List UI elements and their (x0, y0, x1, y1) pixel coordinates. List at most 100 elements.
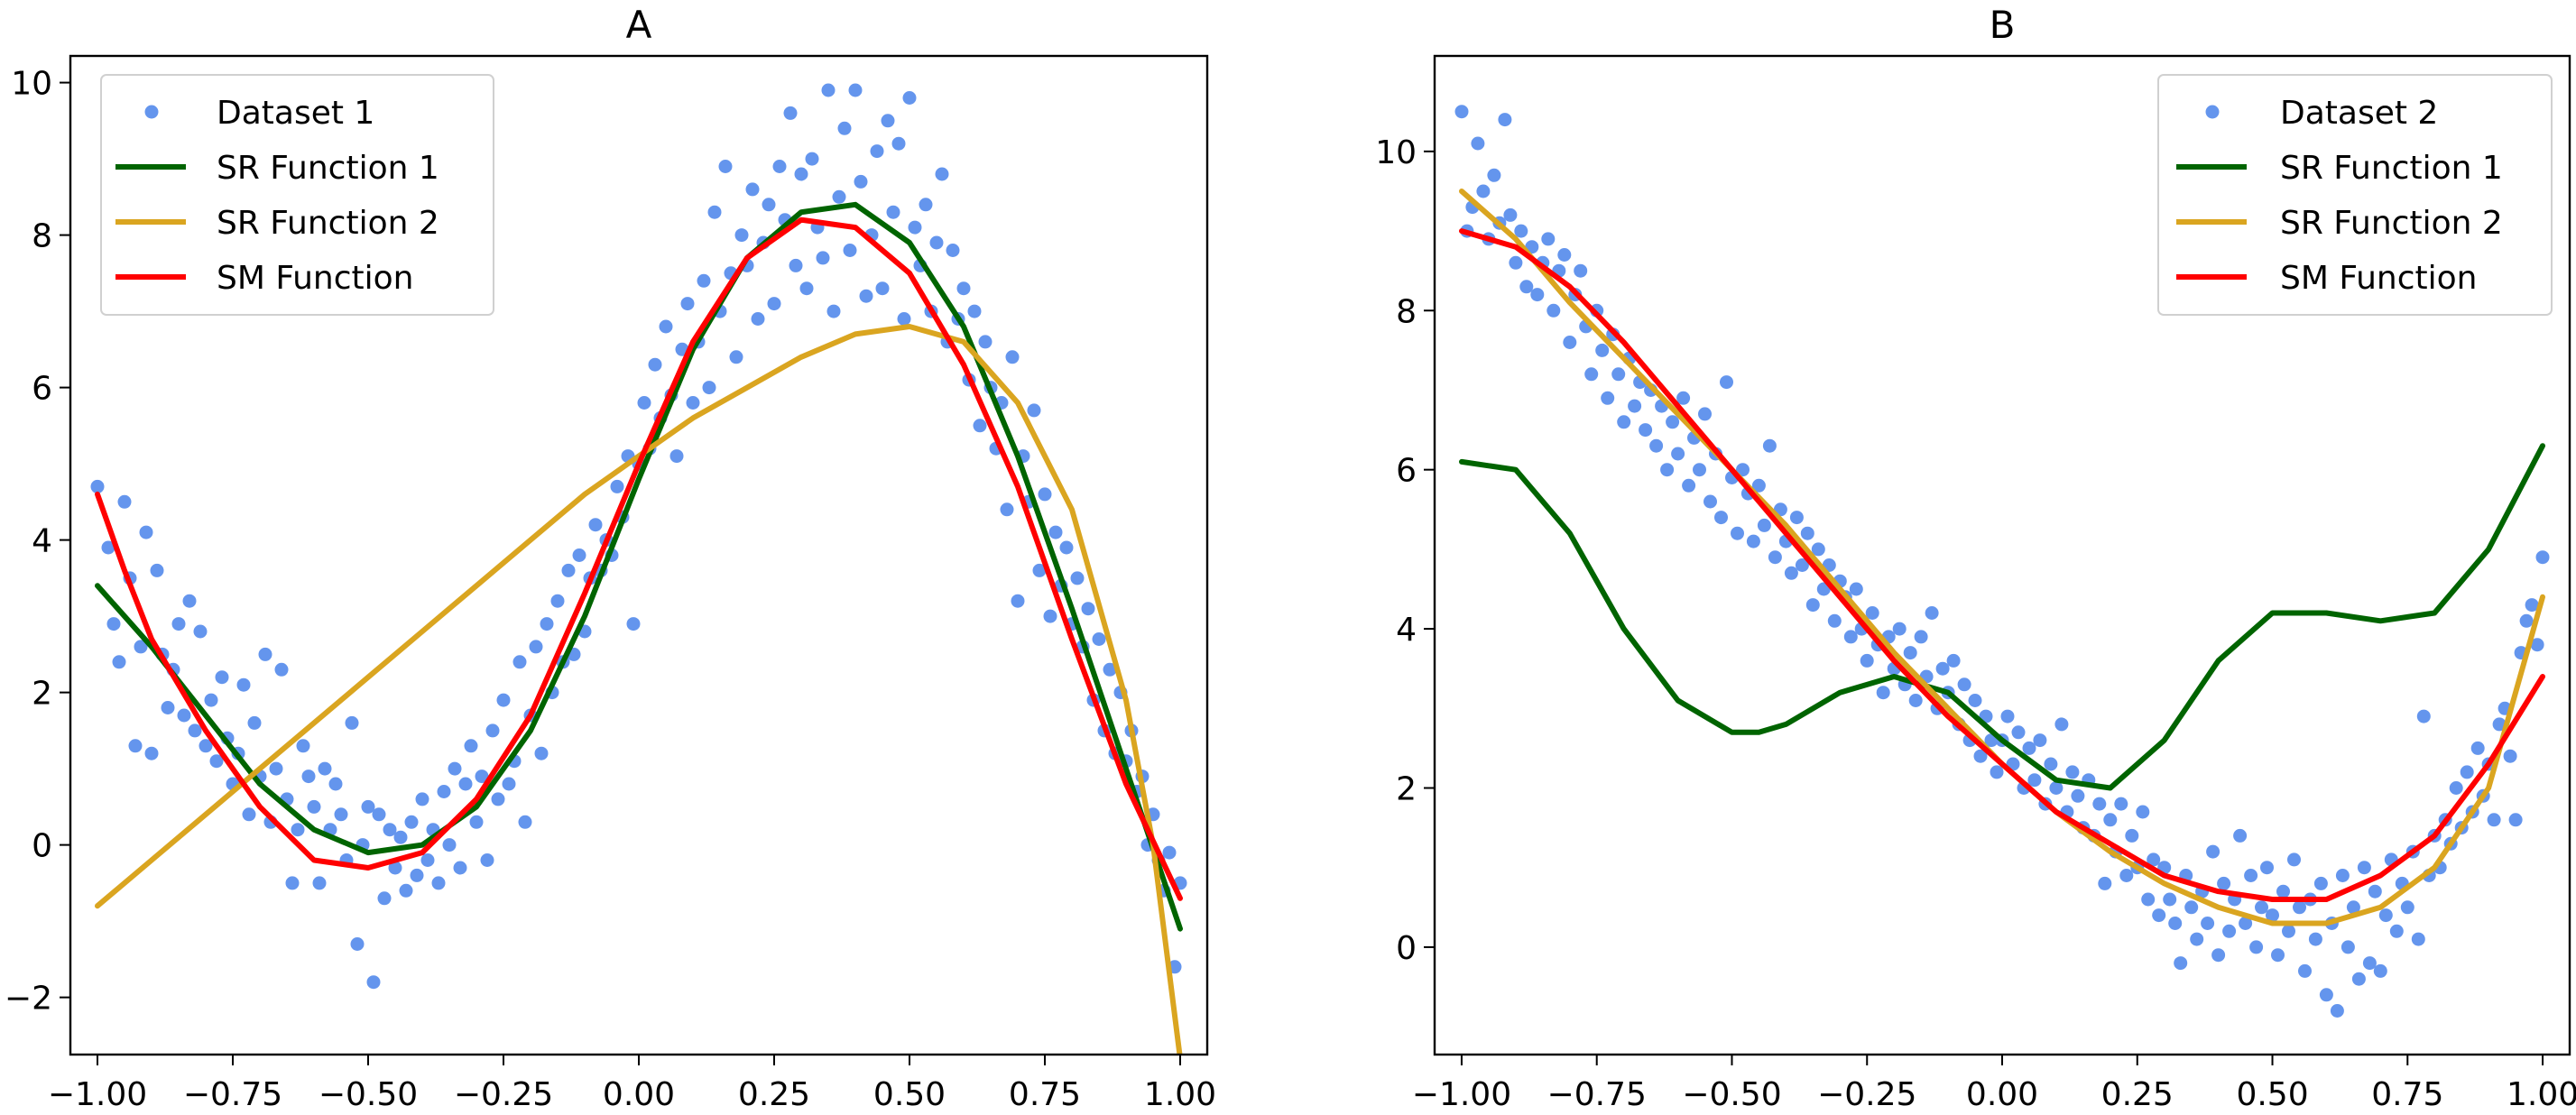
panel-a-legend-box (100, 74, 494, 316)
panel-a-y-tick-label: 6 (32, 371, 52, 408)
panel-a-scatter-point (973, 419, 987, 433)
panel-a-scatter-point (626, 617, 641, 631)
panel-a-scatter-point (318, 761, 332, 776)
panel-a-scatter-point (117, 494, 132, 509)
panel-b-scatter-point (2330, 1004, 2344, 1018)
panel-a-scatter-point (886, 205, 900, 219)
panel-b-scatter-point (2044, 757, 2058, 771)
panel-a-chart: A −1.00 −0.75 −0.50 −0.25 0.00 0.25 0.50 0.75 1.… (5, 3, 1216, 1113)
panel-b-scatter-point (2092, 797, 2107, 811)
panel-a-scatter-point (729, 350, 743, 364)
panel-a-scatter-point (377, 891, 392, 906)
panel-b-scatter-point (1595, 343, 1610, 357)
panel-b-scatter-point (2503, 749, 2517, 763)
panel-b-scatter-point (1903, 646, 1917, 660)
panel-b-scatter-point (2260, 861, 2274, 875)
panel-b-y-tick-label: 0 (1396, 930, 1417, 967)
panel-b-scatter-point (1671, 447, 1685, 461)
panel-a-y-tick-label: 0 (32, 828, 52, 865)
panel-b-scatter-point (1487, 168, 1501, 182)
panel-a-x-tick-label: −1.00 (48, 1076, 147, 1113)
panel-a-scatter-point (128, 739, 143, 753)
panel-a-scatter-point (767, 297, 781, 311)
panel-b-scatter-point (1601, 391, 1615, 405)
panel-a-scatter-point (794, 167, 808, 181)
panel-a-y-tick-label: 2 (32, 676, 52, 713)
panel-b-legend-label-sm: SM Function (2280, 260, 2477, 297)
panel-a-scatter-point (956, 281, 971, 296)
panel-b-scatter-point (1676, 391, 1691, 405)
panel-b-scatter-point (2449, 781, 2463, 795)
panel-a-scatter-point (150, 563, 164, 577)
panel-a-scatter-point (496, 693, 511, 707)
panel-b-scatter-point (1519, 280, 1534, 294)
panel-b-x-tick-label: 0.25 (2101, 1076, 2174, 1113)
panel-b-scatter-point (1720, 375, 1733, 390)
panel-b-scatter-point (2184, 900, 2199, 915)
panel-a-scatter-point (177, 708, 191, 723)
panel-b-scatter-point (2125, 828, 2139, 843)
panel-b-scatter-point (2276, 884, 2290, 898)
panel-b-scatter-point (1666, 415, 1680, 429)
panel-a-ticks: −1.00 −0.75 −0.50 −0.25 0.00 0.25 0.50 0.75 1.00… (5, 66, 1216, 1113)
panel-b-scatter-point (2460, 765, 2474, 779)
panel-b-y-tick-label: 2 (1396, 771, 1417, 808)
panel-a-scatter-point (301, 769, 316, 784)
panel-b-title: B (1990, 3, 2016, 47)
panel-a-x-tick-label: 0.75 (1009, 1076, 1081, 1113)
panel-a-scatter-point (437, 785, 451, 798)
panel-a-legend-label-sr2: SR Function 2 (217, 205, 439, 242)
panel-a-scatter-point (967, 304, 982, 318)
panel-a-scatter-point (199, 739, 213, 753)
panel-a-scatter-point (345, 715, 359, 730)
panel-a-scatter-point (410, 868, 424, 882)
panel-b-scatter-point (2000, 709, 2015, 723)
panel-a-x-tick-label: −0.25 (454, 1076, 553, 1113)
panel-b-scatter-point (2525, 598, 2539, 613)
panel-b-scatter-point (2298, 963, 2312, 978)
panel-b-scatter-point (2033, 733, 2047, 748)
panel-a-scatter-point (350, 937, 365, 951)
panel-b-scatter-point (1682, 478, 1696, 493)
panel-a-line-sm (95, 217, 1183, 901)
panel-a-scatter-point (572, 548, 586, 562)
panel-b-scatter-point (1789, 511, 1804, 525)
panel-a-scatter-point (312, 876, 327, 890)
panel-b-scatter-point (2357, 861, 2371, 875)
panel-b-scatter-point (2293, 900, 2306, 915)
panel-a-scatter-point (751, 312, 765, 326)
panel-a-scatter-point (388, 861, 402, 875)
panel-a-scatter-point (718, 160, 733, 173)
panel-a-scatter-point (1043, 609, 1057, 623)
panel-b-y-tick-label: 6 (1396, 453, 1417, 490)
panel-a-scatter-point (458, 777, 473, 791)
panel-a-scatter-point (881, 114, 895, 128)
panel-b-scatter-point (2519, 613, 2534, 628)
panel-a-scatter-point (485, 723, 500, 738)
panel-b-scatter-point (1617, 415, 1631, 429)
panel-a-scatter-point (935, 167, 949, 181)
panel-a-scatter-point (291, 823, 305, 837)
panel-a-scatter-point (393, 830, 408, 844)
panel-b-x-tick-label: 0.75 (2371, 1076, 2443, 1113)
panel-a-plot-area (90, 83, 1187, 1055)
panel-a-scatter-point (112, 655, 126, 669)
panel-b-scatter-point (2255, 900, 2268, 915)
panel-b-legend: Dataset 2 SR Function 1 SR Function 2 SM… (2157, 74, 2553, 316)
panel-b-scatter-point (2222, 924, 2237, 938)
panel-b-chart: B −1.00 −0.75 −0.50 −0.25 0.00 0.25 0.50 0.75 1.… (1375, 3, 2576, 1113)
panel-b-x-tick-label: −0.75 (1547, 1076, 1647, 1113)
panel-b-scatter-point (1714, 511, 1728, 525)
panel-a-scatter-point (101, 540, 115, 555)
panel-a-scatter-point (404, 815, 419, 829)
panel-b-scatter-point (1736, 463, 1750, 477)
panel-a-scatter-point (875, 281, 890, 296)
panel-a-scatter-point (144, 746, 159, 760)
panel-b-scatter-point (2313, 876, 2328, 890)
panel-b-scatter-point (1563, 336, 1577, 349)
panel-b-scatter-point (1628, 399, 1642, 413)
panel-a-scatter-point (182, 594, 197, 608)
panel-a-legend-label-sm: SM Function (217, 260, 413, 297)
panel-b-scatter-point (2351, 972, 2366, 986)
panel-a-scatter-point (648, 357, 662, 372)
